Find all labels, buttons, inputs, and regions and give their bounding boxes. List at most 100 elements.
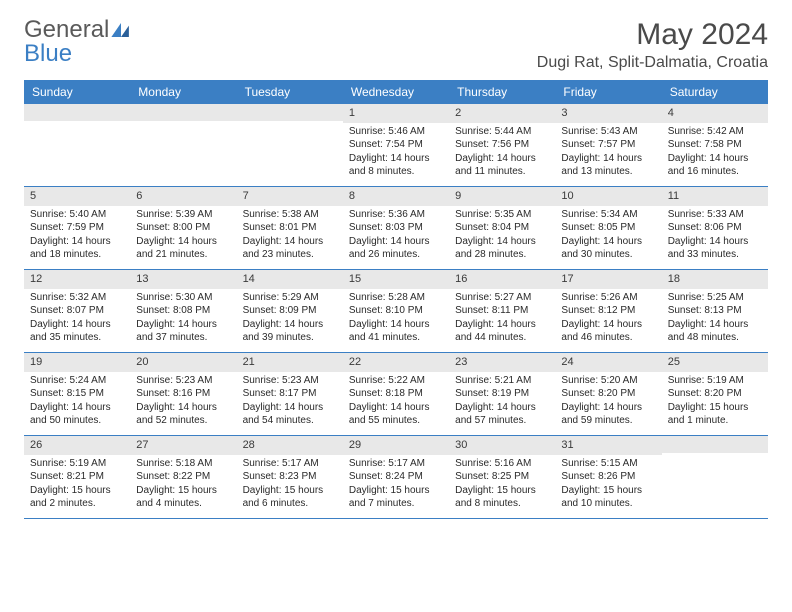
detail-line: Daylight: 14 hours — [243, 401, 337, 415]
day-details: Sunrise: 5:33 AMSunset: 8:06 PMDaylight:… — [662, 206, 768, 266]
day-number: 14 — [237, 270, 343, 289]
calendar-day — [662, 436, 768, 518]
detail-line: Sunrise: 5:17 AM — [243, 457, 337, 471]
weekday-header: Wednesday — [343, 80, 449, 104]
detail-line: Sunset: 8:08 PM — [136, 304, 230, 318]
calendar-week: 19Sunrise: 5:24 AMSunset: 8:15 PMDayligh… — [24, 353, 768, 436]
detail-line: Sunrise: 5:19 AM — [30, 457, 124, 471]
detail-line: Sunset: 8:23 PM — [243, 470, 337, 484]
title-block: May 2024 Dugi Rat, Split-Dalmatia, Croat… — [537, 18, 768, 72]
detail-line: and 11 minutes. — [455, 165, 549, 179]
day-details: Sunrise: 5:26 AMSunset: 8:12 PMDaylight:… — [555, 289, 661, 349]
day-number: 28 — [237, 436, 343, 455]
detail-line: Daylight: 14 hours — [30, 318, 124, 332]
detail-line: Sunset: 8:03 PM — [349, 221, 443, 235]
detail-line: Sunrise: 5:46 AM — [349, 125, 443, 139]
day-details: Sunrise: 5:28 AMSunset: 8:10 PMDaylight:… — [343, 289, 449, 349]
calendar-day: 11Sunrise: 5:33 AMSunset: 8:06 PMDayligh… — [662, 187, 768, 269]
calendar-day: 19Sunrise: 5:24 AMSunset: 8:15 PMDayligh… — [24, 353, 130, 435]
weekday-header: Tuesday — [237, 80, 343, 104]
calendar-day: 26Sunrise: 5:19 AMSunset: 8:21 PMDayligh… — [24, 436, 130, 518]
detail-line: Sunrise: 5:21 AM — [455, 374, 549, 388]
detail-line: Daylight: 15 hours — [30, 484, 124, 498]
day-details: Sunrise: 5:44 AMSunset: 7:56 PMDaylight:… — [449, 123, 555, 183]
day-number: 21 — [237, 353, 343, 372]
detail-line: and 18 minutes. — [30, 248, 124, 262]
detail-line: and 6 minutes. — [243, 497, 337, 511]
detail-line: and 23 minutes. — [243, 248, 337, 262]
detail-line: Sunrise: 5:23 AM — [243, 374, 337, 388]
calendar-day: 14Sunrise: 5:29 AMSunset: 8:09 PMDayligh… — [237, 270, 343, 352]
calendar-day: 29Sunrise: 5:17 AMSunset: 8:24 PMDayligh… — [343, 436, 449, 518]
detail-line: Sunset: 8:21 PM — [30, 470, 124, 484]
detail-line: Daylight: 14 hours — [349, 152, 443, 166]
calendar-day: 5Sunrise: 5:40 AMSunset: 7:59 PMDaylight… — [24, 187, 130, 269]
day-number: 19 — [24, 353, 130, 372]
day-details: Sunrise: 5:22 AMSunset: 8:18 PMDaylight:… — [343, 372, 449, 432]
detail-line: Daylight: 14 hours — [30, 401, 124, 415]
detail-line: Sunrise: 5:16 AM — [455, 457, 549, 471]
detail-line: Sunrise: 5:28 AM — [349, 291, 443, 305]
day-details: Sunrise: 5:30 AMSunset: 8:08 PMDaylight:… — [130, 289, 236, 349]
detail-line: Sunset: 8:22 PM — [136, 470, 230, 484]
detail-line: Sunrise: 5:36 AM — [349, 208, 443, 222]
calendar-day: 4Sunrise: 5:42 AMSunset: 7:58 PMDaylight… — [662, 104, 768, 186]
detail-line: and 4 minutes. — [136, 497, 230, 511]
day-details: Sunrise: 5:23 AMSunset: 8:16 PMDaylight:… — [130, 372, 236, 432]
detail-line: Sunrise: 5:38 AM — [243, 208, 337, 222]
detail-line: Daylight: 14 hours — [243, 235, 337, 249]
detail-line: and 39 minutes. — [243, 331, 337, 345]
detail-line: Daylight: 15 hours — [136, 484, 230, 498]
detail-line: Sunset: 8:20 PM — [561, 387, 655, 401]
calendar-day: 6Sunrise: 5:39 AMSunset: 8:00 PMDaylight… — [130, 187, 236, 269]
detail-line: and 16 minutes. — [668, 165, 762, 179]
calendar-day: 16Sunrise: 5:27 AMSunset: 8:11 PMDayligh… — [449, 270, 555, 352]
weekday-header-row: SundayMondayTuesdayWednesdayThursdayFrid… — [24, 80, 768, 104]
detail-line: Sunrise: 5:43 AM — [561, 125, 655, 139]
day-number: 30 — [449, 436, 555, 455]
detail-line: Daylight: 14 hours — [668, 152, 762, 166]
detail-line: Sunrise: 5:23 AM — [136, 374, 230, 388]
detail-line: Sunrise: 5:33 AM — [668, 208, 762, 222]
weekday-header: Sunday — [24, 80, 130, 104]
detail-line: and 8 minutes. — [455, 497, 549, 511]
day-details: Sunrise: 5:19 AMSunset: 8:20 PMDaylight:… — [662, 372, 768, 432]
detail-line: Sunset: 8:16 PM — [136, 387, 230, 401]
day-number: 5 — [24, 187, 130, 206]
day-number: 12 — [24, 270, 130, 289]
calendar-page: GeneralBlue May 2024 Dugi Rat, Split-Dal… — [0, 0, 792, 537]
detail-line: Sunset: 8:19 PM — [455, 387, 549, 401]
day-details: Sunrise: 5:19 AMSunset: 8:21 PMDaylight:… — [24, 455, 130, 515]
day-number: 3 — [555, 104, 661, 123]
day-details: Sunrise: 5:46 AMSunset: 7:54 PMDaylight:… — [343, 123, 449, 183]
day-number: 23 — [449, 353, 555, 372]
detail-line: Sunrise: 5:15 AM — [561, 457, 655, 471]
day-number: 20 — [130, 353, 236, 372]
detail-line: and 10 minutes. — [561, 497, 655, 511]
day-number: 11 — [662, 187, 768, 206]
day-details: Sunrise: 5:43 AMSunset: 7:57 PMDaylight:… — [555, 123, 661, 183]
day-details: Sunrise: 5:36 AMSunset: 8:03 PMDaylight:… — [343, 206, 449, 266]
detail-line: Sunset: 8:12 PM — [561, 304, 655, 318]
detail-line: Daylight: 15 hours — [349, 484, 443, 498]
page-header: GeneralBlue May 2024 Dugi Rat, Split-Dal… — [24, 18, 768, 72]
calendar-day: 12Sunrise: 5:32 AMSunset: 8:07 PMDayligh… — [24, 270, 130, 352]
calendar-day: 28Sunrise: 5:17 AMSunset: 8:23 PMDayligh… — [237, 436, 343, 518]
detail-line: Sunrise: 5:29 AM — [243, 291, 337, 305]
location-text: Dugi Rat, Split-Dalmatia, Croatia — [537, 54, 768, 72]
calendar-day: 1Sunrise: 5:46 AMSunset: 7:54 PMDaylight… — [343, 104, 449, 186]
calendar-day: 20Sunrise: 5:23 AMSunset: 8:16 PMDayligh… — [130, 353, 236, 435]
day-number: 17 — [555, 270, 661, 289]
day-number: 10 — [555, 187, 661, 206]
day-details: Sunrise: 5:21 AMSunset: 8:19 PMDaylight:… — [449, 372, 555, 432]
detail-line: Sunset: 7:57 PM — [561, 138, 655, 152]
calendar-day: 15Sunrise: 5:28 AMSunset: 8:10 PMDayligh… — [343, 270, 449, 352]
detail-line: and 26 minutes. — [349, 248, 443, 262]
detail-line: Daylight: 14 hours — [243, 318, 337, 332]
detail-line: Daylight: 15 hours — [561, 484, 655, 498]
detail-line: Sunset: 8:24 PM — [349, 470, 443, 484]
detail-line: and 57 minutes. — [455, 414, 549, 428]
detail-line: Daylight: 14 hours — [668, 318, 762, 332]
detail-line: Sunrise: 5:44 AM — [455, 125, 549, 139]
detail-line: Daylight: 14 hours — [668, 235, 762, 249]
